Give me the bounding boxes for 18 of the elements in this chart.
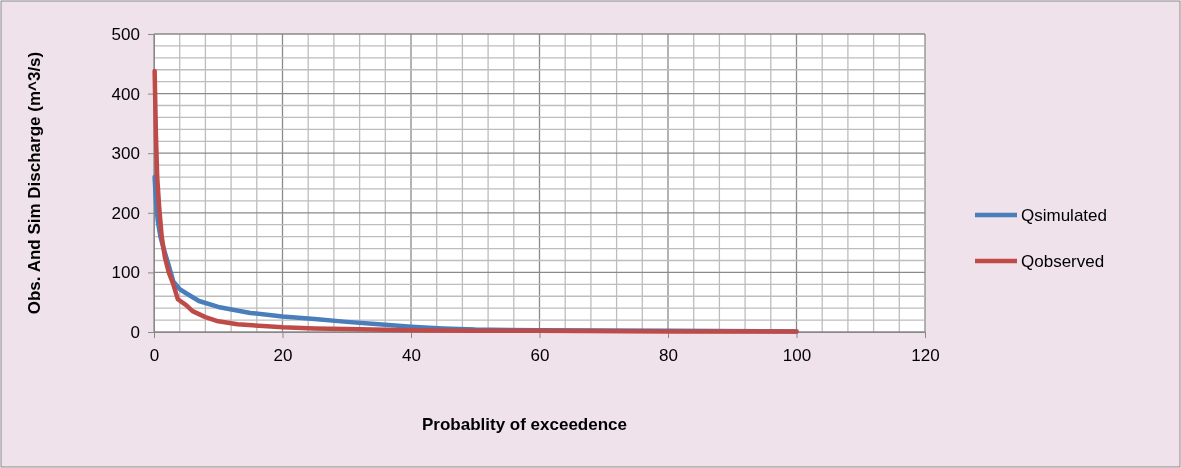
x-tick-label: 0: [149, 346, 160, 366]
y-tick-label: 500: [111, 24, 140, 44]
y-tick-label: 0: [130, 322, 140, 342]
y-tick-label: 100: [111, 263, 140, 283]
line-series: [152, 68, 799, 334]
x-tick-label: 120: [911, 346, 940, 366]
x-tick-label: 20: [273, 346, 293, 366]
legend-label: Qsimulated: [1021, 205, 1107, 225]
y-axis-title: Obs. And Sim Discharge (m^3/s): [25, 51, 44, 315]
x-tick-label: 80: [659, 346, 678, 366]
y-tick-label: 200: [111, 203, 140, 223]
x-tick-label: 100: [782, 346, 812, 366]
y-tick-label: 400: [111, 84, 140, 104]
x-tick-label: 60: [530, 346, 550, 366]
legend-label: Qobserved: [1021, 251, 1105, 271]
y-tick-label: 300: [111, 144, 140, 164]
x-tick-label: 40: [402, 346, 421, 366]
x-axis-title: Probablity of exceedence: [421, 415, 628, 434]
